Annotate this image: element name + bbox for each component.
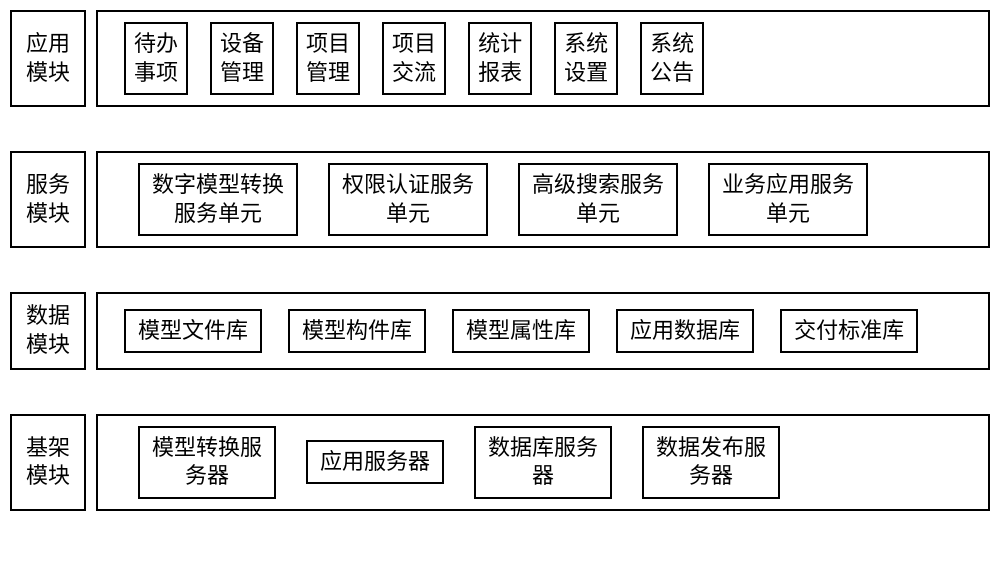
item-line2: 单元 [766, 200, 810, 229]
item-line1: 模型转换服 [152, 434, 262, 463]
item-line2: 报表 [478, 59, 522, 88]
item-line1: 数字模型转换 [152, 171, 284, 200]
item-line2: 公告 [650, 59, 694, 88]
row-container: 模型文件库 模型构件库 模型属性库 应用数据库 交付标准库 [96, 292, 990, 369]
item-line1: 交付标准库 [794, 317, 904, 346]
item-line2: 管理 [220, 59, 264, 88]
item-line1: 项目 [392, 30, 436, 59]
item-line2: 事项 [134, 59, 178, 88]
item-model-convert-server: 模型转换服 务器 [138, 426, 276, 499]
item-line2: 服务单元 [174, 200, 262, 229]
item-sys-announce: 系统 公告 [640, 22, 704, 95]
item-project-comm: 项目 交流 [382, 22, 446, 95]
row-label: 服务 模块 [10, 151, 86, 248]
item-line1: 应用数据库 [630, 317, 740, 346]
label-line1: 应用 [26, 30, 70, 59]
item-sys-settings: 系统 设置 [554, 22, 618, 95]
item-line1: 模型构件库 [302, 317, 412, 346]
item-line1: 设备 [220, 30, 264, 59]
item-app-server: 应用服务器 [306, 440, 444, 485]
label-line2: 模块 [26, 59, 70, 88]
item-delivery-std-lib: 交付标准库 [780, 309, 918, 354]
label-line1: 服务 [26, 171, 70, 200]
item-line1: 模型文件库 [138, 317, 248, 346]
row-label: 应用 模块 [10, 10, 86, 107]
row-container: 数字模型转换 服务单元 权限认证服务 单元 高级搜索服务 单元 业务应用服务 单… [96, 151, 990, 248]
item-search-svc: 高级搜索服务 单元 [518, 163, 678, 236]
item-auth-svc: 权限认证服务 单元 [328, 163, 488, 236]
item-line2: 交流 [392, 59, 436, 88]
label-line2: 模块 [26, 462, 70, 491]
item-line1: 系统 [564, 30, 608, 59]
row-container: 模型转换服 务器 应用服务器 数据库服务 器 数据发布服 务器 [96, 414, 990, 511]
item-biz-app-svc: 业务应用服务 单元 [708, 163, 868, 236]
item-line1: 项目 [306, 30, 350, 59]
item-data-publish-server: 数据发布服 务器 [642, 426, 780, 499]
item-line2: 单元 [576, 200, 620, 229]
label-line1: 基架 [26, 434, 70, 463]
item-db-server: 数据库服务 器 [474, 426, 612, 499]
item-model-comp-lib: 模型构件库 [288, 309, 426, 354]
item-line1: 统计 [478, 30, 522, 59]
row-service-module: 服务 模块 数字模型转换 服务单元 权限认证服务 单元 高级搜索服务 单元 业务… [10, 151, 990, 248]
item-line2: 务器 [689, 462, 733, 491]
item-line2: 单元 [386, 200, 430, 229]
row-label: 基架 模块 [10, 414, 86, 511]
item-line1: 业务应用服务 [722, 171, 854, 200]
label-line2: 模块 [26, 200, 70, 229]
row-infra-module: 基架 模块 模型转换服 务器 应用服务器 数据库服务 器 数据发布服 务器 [10, 414, 990, 511]
item-line1: 数据发布服 [656, 434, 766, 463]
item-line1: 应用服务器 [320, 448, 430, 477]
row-app-module: 应用 模块 待办 事项 设备 管理 项目 管理 项目 交流 统计 报表 系统 设… [10, 10, 990, 107]
item-line1: 系统 [650, 30, 694, 59]
item-line2: 器 [532, 462, 554, 491]
item-model-convert-svc: 数字模型转换 服务单元 [138, 163, 298, 236]
item-device-mgmt: 设备 管理 [210, 22, 274, 95]
item-project-mgmt: 项目 管理 [296, 22, 360, 95]
label-line2: 模块 [26, 331, 70, 360]
item-line2: 管理 [306, 59, 350, 88]
item-line1: 待办 [134, 30, 178, 59]
item-model-file-lib: 模型文件库 [124, 309, 262, 354]
row-label: 数据 模块 [10, 292, 86, 369]
item-line1: 数据库服务 [488, 434, 598, 463]
item-model-attr-lib: 模型属性库 [452, 309, 590, 354]
item-stats-report: 统计 报表 [468, 22, 532, 95]
row-data-module: 数据 模块 模型文件库 模型构件库 模型属性库 应用数据库 交付标准库 [10, 292, 990, 369]
item-line2: 务器 [185, 462, 229, 491]
item-line1: 高级搜索服务 [532, 171, 664, 200]
item-line1: 模型属性库 [466, 317, 576, 346]
item-line2: 设置 [564, 59, 608, 88]
item-todo: 待办 事项 [124, 22, 188, 95]
item-app-db: 应用数据库 [616, 309, 754, 354]
item-line1: 权限认证服务 [342, 171, 474, 200]
row-container: 待办 事项 设备 管理 项目 管理 项目 交流 统计 报表 系统 设置 系统 公… [96, 10, 990, 107]
label-line1: 数据 [26, 302, 70, 331]
